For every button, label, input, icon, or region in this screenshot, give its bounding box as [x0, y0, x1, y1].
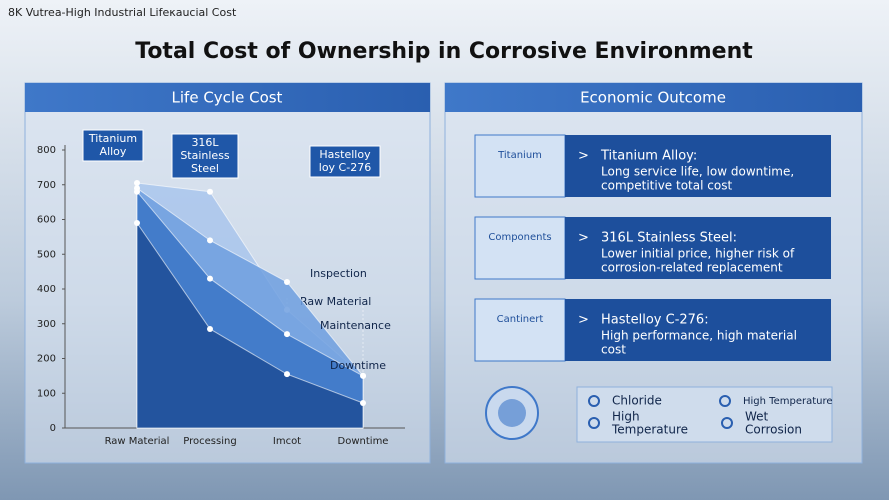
- chevron: >: [578, 313, 589, 328]
- tag: Titanium: [497, 150, 542, 161]
- callout-text: Titanium: [88, 132, 137, 145]
- icon-core: [498, 399, 526, 427]
- item-line: competitive total cost: [601, 179, 732, 193]
- y-tick-label: 100: [37, 388, 56, 399]
- callout-text: Stainless: [180, 149, 230, 162]
- callout-box: [82, 129, 144, 162]
- point: [207, 237, 213, 244]
- legend-icon: [588, 395, 600, 407]
- point: [284, 331, 290, 338]
- point: [207, 188, 213, 195]
- legend-icon: [719, 395, 731, 407]
- tag: Components: [488, 232, 551, 243]
- chevron: >: [578, 149, 589, 164]
- item-line: cost: [601, 343, 626, 357]
- callout-text: Hastelloy: [319, 148, 371, 161]
- series-label: Downtime: [330, 359, 386, 372]
- y-tick-label: 700: [37, 180, 56, 191]
- item-title: Hastelloy C-276:: [601, 313, 709, 328]
- legend-text: Chloride: [612, 394, 662, 408]
- tag-box: [474, 216, 566, 280]
- x-tick-label: Downtime: [338, 436, 389, 447]
- outcome-title: Economic Outcome: [580, 89, 726, 107]
- point: [360, 399, 366, 406]
- x-tick-label: Imcot: [273, 436, 301, 447]
- left-panel-header: [25, 83, 430, 112]
- item-title: Titanium Alloy:: [600, 149, 697, 164]
- series-label: Maintenance: [320, 319, 391, 332]
- callout-text: loy C-276: [319, 161, 371, 174]
- point: [207, 325, 213, 332]
- x-tick-label: Processing: [183, 436, 236, 447]
- y-tick-label: 400: [37, 284, 56, 295]
- callout-text: Alloy: [100, 145, 127, 158]
- item-title: 316L Stainless Steel:: [601, 231, 737, 246]
- legend-box: [576, 386, 833, 443]
- chart-title: Life Cycle Cost: [172, 89, 283, 107]
- legend-icon: [721, 417, 733, 429]
- legend-text: Temperature: [611, 423, 688, 437]
- callout-box: [309, 145, 381, 178]
- legend-text: Corrosion: [745, 423, 802, 437]
- series-label: Raw Material: [300, 295, 371, 308]
- x-tick-label: Raw Material: [105, 436, 170, 447]
- point: [134, 188, 140, 195]
- y-tick-label: 500: [37, 249, 56, 260]
- point: [207, 275, 213, 282]
- title: Total Cost of Ownership in Corrosive Env…: [135, 39, 753, 64]
- legend-icon: [588, 417, 600, 429]
- legend-text: High: [612, 410, 640, 424]
- item-box: [565, 135, 831, 197]
- item-line: Lower initial price, higher risk of: [601, 247, 795, 261]
- callout-text: Steel: [191, 162, 219, 175]
- series-label: Inspection: [310, 267, 367, 280]
- point: [284, 279, 290, 286]
- item-box: [565, 217, 831, 279]
- point: [134, 219, 140, 226]
- tag-box: [474, 298, 566, 362]
- item-line: Long service life, low downtime,: [601, 165, 794, 179]
- callout-text: 316L: [191, 136, 219, 149]
- outcome-list: Titanium > Titanium Alloy:Long service lif…: [474, 134, 831, 362]
- right-panel-header: [445, 83, 862, 112]
- legend-text: Wet: [745, 410, 769, 424]
- point: [360, 372, 366, 379]
- point: [134, 180, 140, 187]
- y-tick-label: 200: [37, 354, 56, 365]
- caption: 8K Vutrea-High Industrial Lifeκaucial Co…: [8, 6, 237, 19]
- y-tick-label: 0: [50, 423, 56, 434]
- chevron: >: [578, 231, 589, 246]
- tag: Cantinert: [497, 314, 544, 325]
- item-line: corrosion-related replacement: [601, 261, 783, 275]
- tag-box: [474, 134, 566, 198]
- chart: 0 100 200 300 400 500 600 700 800 Raw Material Pro…: [37, 129, 405, 447]
- y-tick-label: 800: [37, 145, 56, 156]
- legend-text: High Temperature: [743, 396, 833, 407]
- item-box: [565, 299, 831, 361]
- y-tick-label: 300: [37, 319, 56, 330]
- point: [284, 371, 290, 378]
- callout-box: [171, 133, 239, 179]
- item-line: High performance, high material: [601, 329, 797, 343]
- y-tick-label: 600: [37, 215, 56, 226]
